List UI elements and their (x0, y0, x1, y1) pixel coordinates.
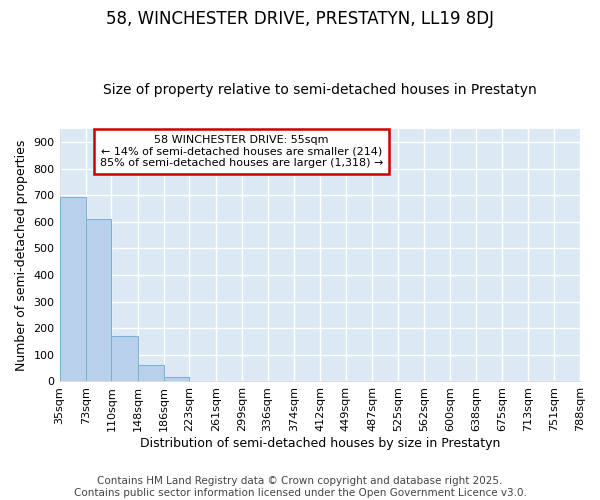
Y-axis label: Number of semi-detached properties: Number of semi-detached properties (15, 140, 28, 371)
Bar (137, 366, 164, 382)
Text: 58, WINCHESTER DRIVE, PRESTATYN, LL19 8DJ: 58, WINCHESTER DRIVE, PRESTATYN, LL19 8D… (106, 10, 494, 28)
Bar (164, 376, 190, 382)
Text: 58 WINCHESTER DRIVE: 55sqm
← 14% of semi-detached houses are smaller (214)
85% o: 58 WINCHESTER DRIVE: 55sqm ← 14% of semi… (100, 135, 383, 168)
Bar (59, 196, 86, 382)
X-axis label: Distribution of semi-detached houses by size in Prestatyn: Distribution of semi-detached houses by … (140, 437, 500, 450)
Bar (190, 380, 216, 382)
Bar (86, 219, 112, 382)
Bar (112, 336, 137, 382)
Title: Size of property relative to semi-detached houses in Prestatyn: Size of property relative to semi-detach… (103, 83, 536, 97)
Text: Contains HM Land Registry data © Crown copyright and database right 2025.
Contai: Contains HM Land Registry data © Crown c… (74, 476, 526, 498)
